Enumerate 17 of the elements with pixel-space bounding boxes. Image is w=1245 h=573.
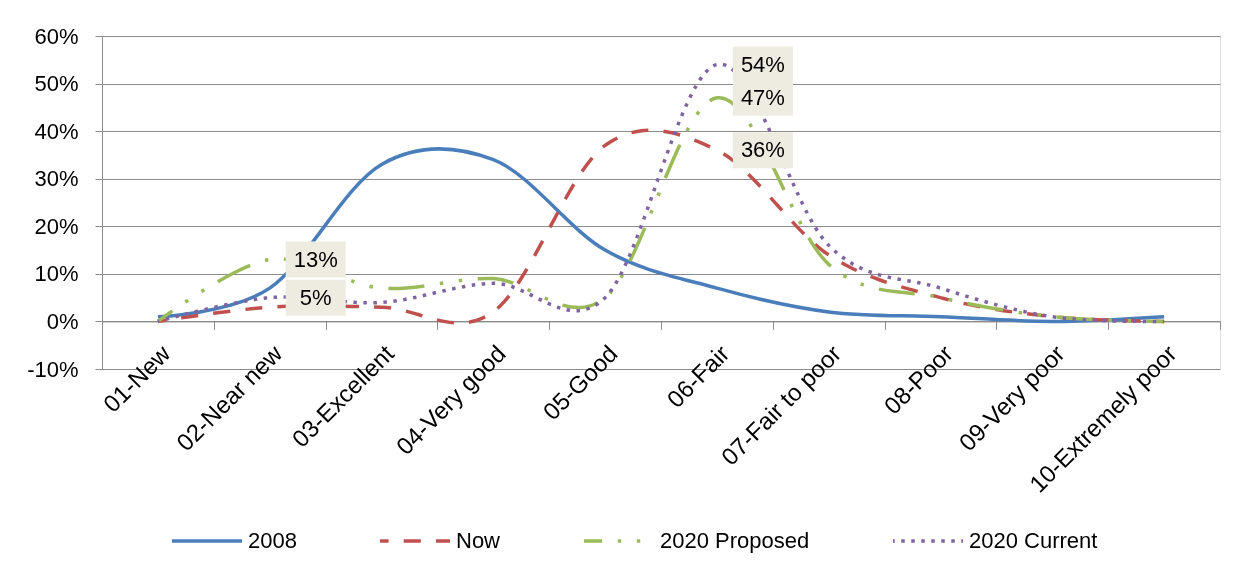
data-label: 5% [299,284,332,310]
data-label: 54% [740,51,785,77]
y-tick-label: 30% [34,166,79,192]
data-label: 47% [740,84,785,110]
legend-label: 2008 [248,528,297,553]
legend-label: 2020 Proposed [660,528,810,553]
y-tick-label: 10% [34,261,79,287]
data-label: 13% [293,246,338,272]
legend-label: 2020 Current [969,528,1098,553]
y-tick-label: 40% [34,118,79,144]
y-tick-label: 20% [34,213,79,239]
y-tick-label: 0% [46,308,79,334]
y-tick-label: 50% [34,71,79,97]
legend-label: Now [456,528,501,553]
y-tick-label: -10% [27,356,79,382]
data-label: 36% [740,137,785,163]
y-tick-label: 60% [34,23,79,49]
